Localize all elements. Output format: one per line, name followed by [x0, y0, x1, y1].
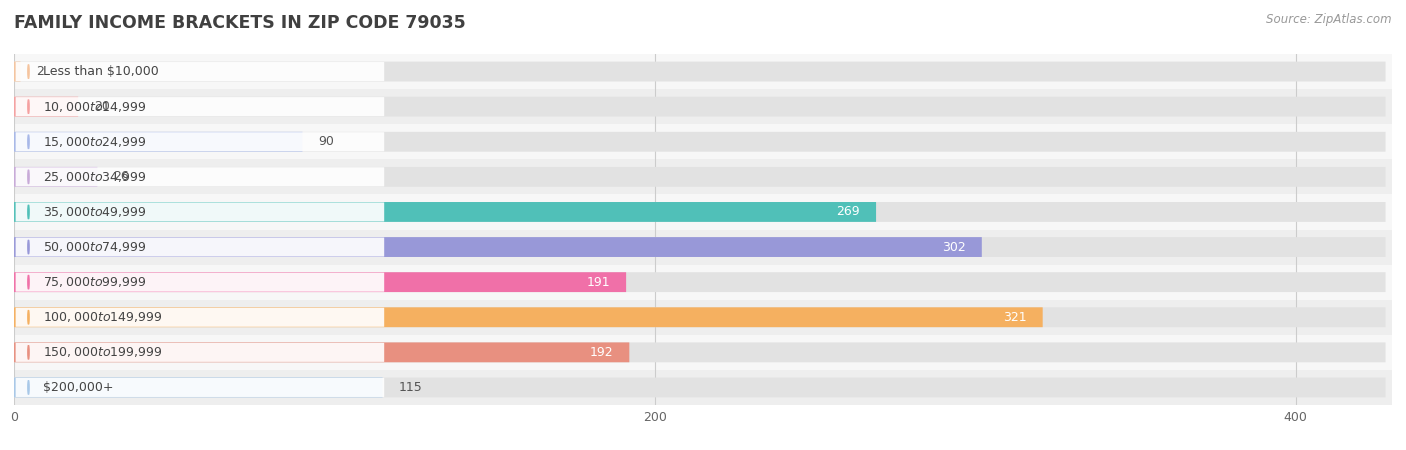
FancyBboxPatch shape [14, 202, 1385, 222]
FancyBboxPatch shape [14, 167, 97, 187]
FancyBboxPatch shape [15, 308, 384, 327]
Text: $25,000 to $34,999: $25,000 to $34,999 [44, 170, 146, 184]
FancyBboxPatch shape [14, 342, 1385, 362]
Text: $35,000 to $49,999: $35,000 to $49,999 [44, 205, 146, 219]
Bar [14, 89, 1392, 124]
Text: 321: 321 [1002, 311, 1026, 324]
Bar [14, 194, 1392, 230]
Text: $75,000 to $99,999: $75,000 to $99,999 [44, 275, 146, 289]
Text: $15,000 to $24,999: $15,000 to $24,999 [44, 135, 146, 149]
Text: 2: 2 [37, 65, 45, 78]
FancyBboxPatch shape [14, 272, 1385, 292]
Text: 20: 20 [94, 100, 110, 113]
Text: 269: 269 [837, 206, 860, 218]
FancyBboxPatch shape [14, 132, 302, 152]
FancyBboxPatch shape [14, 97, 79, 117]
FancyBboxPatch shape [15, 238, 384, 256]
Text: $200,000+: $200,000+ [44, 381, 114, 394]
FancyBboxPatch shape [14, 307, 1043, 327]
Text: 26: 26 [114, 171, 129, 183]
Bar [14, 159, 1392, 194]
Bar [14, 124, 1392, 159]
Text: Less than $10,000: Less than $10,000 [44, 65, 159, 78]
FancyBboxPatch shape [15, 273, 384, 292]
FancyBboxPatch shape [14, 62, 21, 81]
Bar [14, 300, 1392, 335]
FancyBboxPatch shape [14, 167, 1385, 187]
FancyBboxPatch shape [15, 167, 384, 186]
FancyBboxPatch shape [14, 97, 1385, 117]
Bar [14, 230, 1392, 265]
FancyBboxPatch shape [14, 237, 981, 257]
FancyBboxPatch shape [14, 62, 1385, 81]
Text: $10,000 to $14,999: $10,000 to $14,999 [44, 99, 146, 114]
FancyBboxPatch shape [15, 132, 384, 151]
FancyBboxPatch shape [14, 272, 626, 292]
Bar [14, 265, 1392, 300]
Text: 115: 115 [398, 381, 422, 394]
FancyBboxPatch shape [15, 202, 384, 221]
FancyBboxPatch shape [14, 237, 1385, 257]
Text: 90: 90 [319, 135, 335, 148]
FancyBboxPatch shape [14, 342, 630, 362]
Bar [14, 370, 1392, 405]
FancyBboxPatch shape [15, 62, 384, 81]
Text: 191: 191 [586, 276, 610, 288]
FancyBboxPatch shape [15, 343, 384, 362]
FancyBboxPatch shape [14, 202, 876, 222]
Text: 302: 302 [942, 241, 966, 253]
FancyBboxPatch shape [14, 378, 382, 397]
FancyBboxPatch shape [15, 97, 384, 116]
Bar [14, 335, 1392, 370]
Text: 192: 192 [589, 346, 613, 359]
Text: FAMILY INCOME BRACKETS IN ZIP CODE 79035: FAMILY INCOME BRACKETS IN ZIP CODE 79035 [14, 14, 465, 32]
Text: $50,000 to $74,999: $50,000 to $74,999 [44, 240, 146, 254]
Bar [14, 54, 1392, 89]
FancyBboxPatch shape [14, 307, 1385, 327]
Text: $100,000 to $149,999: $100,000 to $149,999 [44, 310, 162, 324]
FancyBboxPatch shape [14, 132, 1385, 152]
FancyBboxPatch shape [14, 378, 1385, 397]
Text: Source: ZipAtlas.com: Source: ZipAtlas.com [1267, 14, 1392, 27]
Text: $150,000 to $199,999: $150,000 to $199,999 [44, 345, 162, 360]
FancyBboxPatch shape [15, 378, 384, 397]
